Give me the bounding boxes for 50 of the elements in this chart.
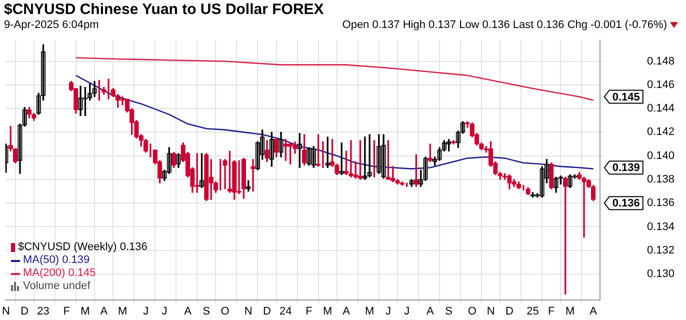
y-tick-label: 0.132	[647, 244, 675, 256]
x-tick-label: M	[565, 306, 575, 318]
annotation: 0.145	[612, 91, 640, 104]
x-tick-label: A	[342, 306, 351, 318]
x-tick-label: J	[385, 306, 391, 318]
x-tick-label: A	[590, 306, 598, 318]
x-tick-label: S	[202, 306, 210, 318]
y-tick-label: 0.142	[647, 126, 675, 138]
x-tick-label: 23	[37, 306, 50, 318]
x-tick-label: M	[118, 306, 128, 318]
y-tick-label: 0.134	[647, 220, 675, 233]
y-tick-label: 0.146	[647, 78, 675, 91]
y-tick-label: 0.130	[647, 268, 675, 280]
x-tick-label: J	[404, 306, 410, 318]
x-tick-label: F	[306, 306, 313, 318]
annotation: 0.136	[612, 198, 640, 210]
legend-label: MA(200) 0.145	[23, 267, 96, 280]
legend-label: $CNYUSD (Weekly) 0.136	[18, 241, 148, 254]
chart-subtitle: 9-Apr-2025 6:04pm	[4, 19, 99, 31]
y-tick-label: 0.144	[647, 102, 675, 115]
x-tick-label: M	[323, 306, 332, 318]
x-tick-label: M	[364, 306, 374, 318]
text: Open 0.137 High 0.137 Low 0.136 Last 0.136 Chg -0.001 (-0.76%)	[342, 19, 667, 31]
x-tick-label: A	[100, 306, 108, 318]
x-tick-label: 24	[280, 306, 292, 318]
y-tick-label: 0.138	[647, 173, 675, 186]
x-tick-label: J	[143, 306, 149, 318]
y-tick-label: 0.136	[647, 197, 675, 210]
x-tick-label: A	[184, 306, 192, 318]
annotation: 0.139	[612, 162, 640, 174]
y-tick-label: 0.140	[647, 150, 675, 162]
chart-title: $CNYUSD Chinese Yuan to US Dollar FOREX	[4, 1, 324, 18]
x-tick-label: N	[486, 306, 495, 318]
x-tick-label: D	[20, 306, 29, 318]
x-tick-label: A	[426, 306, 435, 318]
x-tick-label: F	[548, 306, 556, 318]
x-tick-label: M	[80, 306, 90, 318]
legend-label: MA(50) 0.139	[23, 254, 90, 267]
x-tick-label: N	[244, 306, 252, 318]
x-tick-label: S	[445, 306, 452, 318]
x-tick-label: F	[63, 306, 70, 318]
x-tick-label: O	[220, 306, 230, 318]
x-tick-label: O	[468, 306, 477, 318]
x-tick-label: 25	[526, 306, 539, 318]
x-tick-label: D	[505, 306, 514, 318]
y-tick-label: 0.148	[647, 55, 675, 68]
annotation: Volume undef	[23, 280, 90, 293]
x-tick-label: D	[263, 306, 272, 318]
x-tick-label: J	[162, 306, 168, 318]
x-tick-label: N	[2, 306, 10, 318]
